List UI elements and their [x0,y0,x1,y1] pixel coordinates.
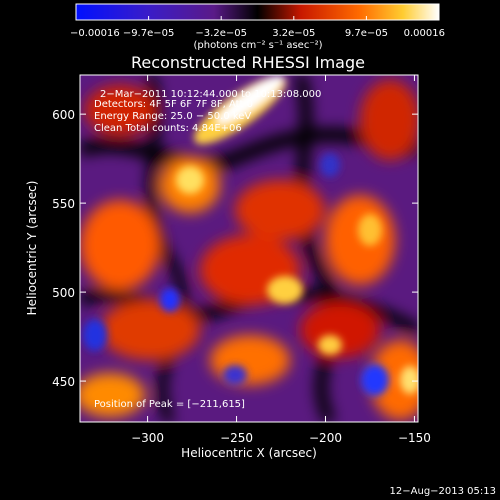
colorbar-frame [75,3,440,21]
x-axis-label: Heliocentric X (arcsec) [181,446,317,460]
y-tick-label: 450 [52,375,75,389]
colorbar-tick-label: −9.7e−05 [123,28,175,39]
heatmap-image [80,75,418,422]
colorbar-tick-label: 0.00016 [404,28,445,39]
colorbar-tick-label: −0.00016 [70,28,120,39]
annotation-energy: Energy Range: 25.0 − 50.0 keV [94,111,251,122]
x-tick-label: −250 [220,431,253,445]
y-axis-ticks: 450 500 550 600 [52,108,418,389]
chart-title: Reconstructed RHESSI Image [131,53,365,72]
y-tick-label: 500 [52,286,75,300]
y-tick-label: 550 [52,197,75,211]
annotation-counts: Clean Total counts: 4.84E+06 [94,123,242,134]
colorbar-tick-label: 3.2e−05 [272,28,315,39]
y-tick-label: 600 [52,108,75,122]
footer-date: 12−Aug−2013 05:13 [390,486,496,497]
x-tick-label: −300 [131,431,164,445]
colorbar-ticks: −0.00016 −9.7e−05 −3.2e−05 3.2e−05 9.7e−05 0.… [70,16,445,39]
annotation-detectors: Detectors: 4F 5F 6F 7F 8F, Att 0 [94,99,253,110]
x-tick-label: −200 [309,431,342,445]
colorbar [76,4,439,20]
y-axis-label: Heliocentric Y (arcsec) [25,181,39,316]
plot-frame [79,74,419,423]
x-axis-ticks: −300 −250 −200 −150 [131,75,431,445]
peak-position-label: Position of Peak = [−211,615] [94,399,245,410]
colorbar-tick-label: −3.2e−05 [195,28,247,39]
colorbar-units: (photons cm⁻² s⁻¹ asec⁻²) [193,40,322,51]
annotation-time: 2−Mar−2011 10:12:44.000 to 10:13:08.000 [100,89,321,100]
annotation-block: 2−Mar−2011 10:12:44.000 to 10:13:08.000 … [94,89,321,410]
x-tick-label: −150 [398,431,431,445]
colorbar-tick-label: 9.7e−05 [345,28,388,39]
